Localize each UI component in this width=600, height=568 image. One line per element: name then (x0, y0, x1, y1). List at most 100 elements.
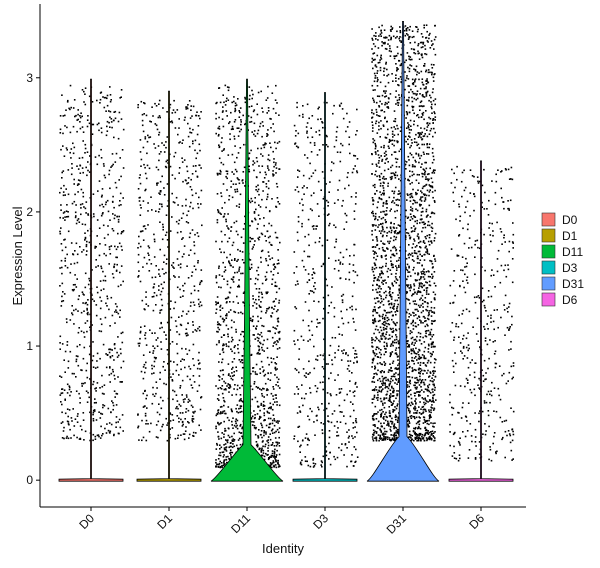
point (381, 315, 384, 318)
point (430, 434, 432, 436)
point (394, 437, 396, 439)
point (420, 437, 422, 440)
point (92, 380, 95, 383)
point (261, 107, 263, 109)
point (219, 451, 221, 454)
point (434, 386, 436, 389)
point (374, 310, 376, 312)
point (181, 347, 183, 350)
point (263, 375, 266, 377)
point (257, 387, 259, 389)
point (391, 283, 394, 286)
point (181, 379, 184, 382)
point (243, 143, 245, 146)
point (421, 273, 423, 275)
point (115, 404, 118, 406)
point (380, 217, 383, 220)
point (330, 169, 333, 172)
point (237, 98, 239, 100)
point (185, 108, 187, 110)
point (423, 24, 425, 27)
point (275, 236, 278, 239)
point (328, 354, 331, 356)
point (385, 262, 387, 265)
point (393, 435, 395, 438)
point (306, 103, 309, 106)
point (414, 308, 417, 311)
point (424, 433, 426, 436)
point (348, 121, 351, 123)
point (269, 258, 271, 261)
point (353, 321, 355, 323)
point (425, 83, 428, 85)
point (117, 120, 120, 123)
point (274, 437, 277, 439)
point (433, 127, 435, 130)
point (221, 392, 224, 395)
point (351, 308, 354, 311)
point (156, 411, 159, 414)
point (428, 436, 430, 439)
point (423, 105, 425, 107)
point (228, 383, 230, 386)
point (394, 55, 397, 57)
point (423, 63, 426, 65)
point (388, 318, 390, 321)
point (263, 414, 266, 417)
point (405, 117, 407, 119)
point (192, 128, 194, 131)
point (343, 415, 345, 417)
point (142, 225, 145, 228)
point (269, 462, 272, 464)
point (309, 407, 311, 410)
point (344, 443, 347, 445)
point (226, 280, 229, 283)
point (215, 301, 217, 303)
point (199, 301, 202, 303)
point (165, 383, 167, 386)
point (141, 439, 143, 442)
point (197, 260, 199, 262)
point (397, 340, 400, 342)
point (144, 172, 147, 175)
point (240, 128, 242, 131)
point (178, 333, 181, 336)
point (267, 129, 269, 131)
point (102, 406, 104, 409)
point (225, 343, 227, 345)
point (87, 229, 89, 232)
point (306, 122, 309, 124)
point (193, 285, 196, 287)
point (273, 424, 276, 427)
point (262, 111, 264, 113)
point (221, 275, 224, 277)
point (103, 393, 105, 395)
point (325, 454, 328, 457)
point (341, 144, 344, 147)
point (328, 402, 330, 405)
point (276, 441, 279, 444)
point (200, 203, 202, 205)
point (192, 418, 195, 420)
point (239, 407, 242, 409)
point (155, 210, 157, 212)
point (244, 215, 246, 218)
point (226, 86, 229, 88)
point (223, 454, 225, 456)
point (278, 262, 280, 265)
point (139, 245, 142, 248)
point (87, 391, 89, 394)
point (172, 262, 175, 264)
point (258, 337, 260, 340)
point (272, 398, 275, 400)
point (433, 111, 435, 113)
point (297, 440, 299, 443)
point (249, 94, 251, 97)
point (343, 399, 346, 402)
point (64, 125, 66, 127)
point (82, 302, 84, 304)
point (194, 329, 197, 331)
point (396, 69, 398, 72)
point (393, 424, 395, 427)
point (263, 339, 265, 342)
